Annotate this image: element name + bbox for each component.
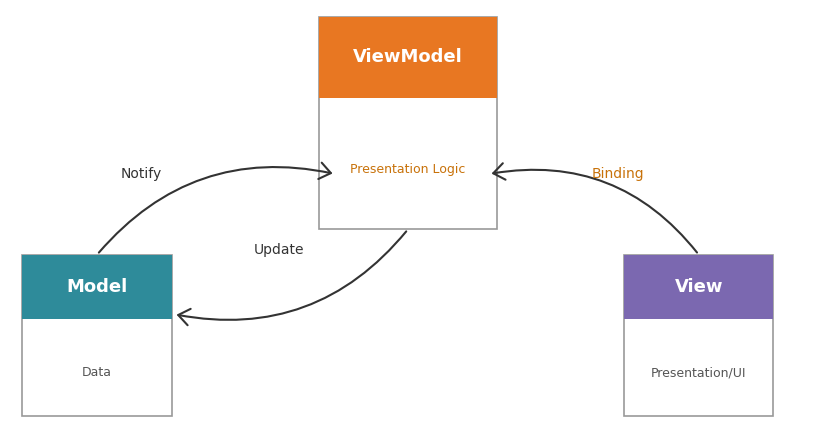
- Text: Notify: Notify: [121, 167, 162, 181]
- Bar: [22, 255, 171, 319]
- Text: Binding: Binding: [592, 167, 645, 181]
- Bar: [624, 255, 774, 319]
- Text: Presentation Logic: Presentation Logic: [350, 164, 466, 177]
- FancyArrowPatch shape: [99, 163, 331, 252]
- FancyArrowPatch shape: [493, 163, 697, 252]
- Text: Presentation/UI: Presentation/UI: [651, 366, 747, 379]
- Text: Data: Data: [82, 366, 112, 379]
- Bar: [319, 17, 497, 229]
- Bar: [319, 17, 497, 97]
- Text: ViewModel: ViewModel: [353, 48, 463, 66]
- Text: View: View: [675, 278, 723, 296]
- FancyArrowPatch shape: [178, 231, 406, 325]
- Text: Update: Update: [254, 243, 304, 258]
- Bar: [624, 255, 774, 416]
- Text: Model: Model: [66, 278, 127, 296]
- Bar: [22, 255, 171, 416]
